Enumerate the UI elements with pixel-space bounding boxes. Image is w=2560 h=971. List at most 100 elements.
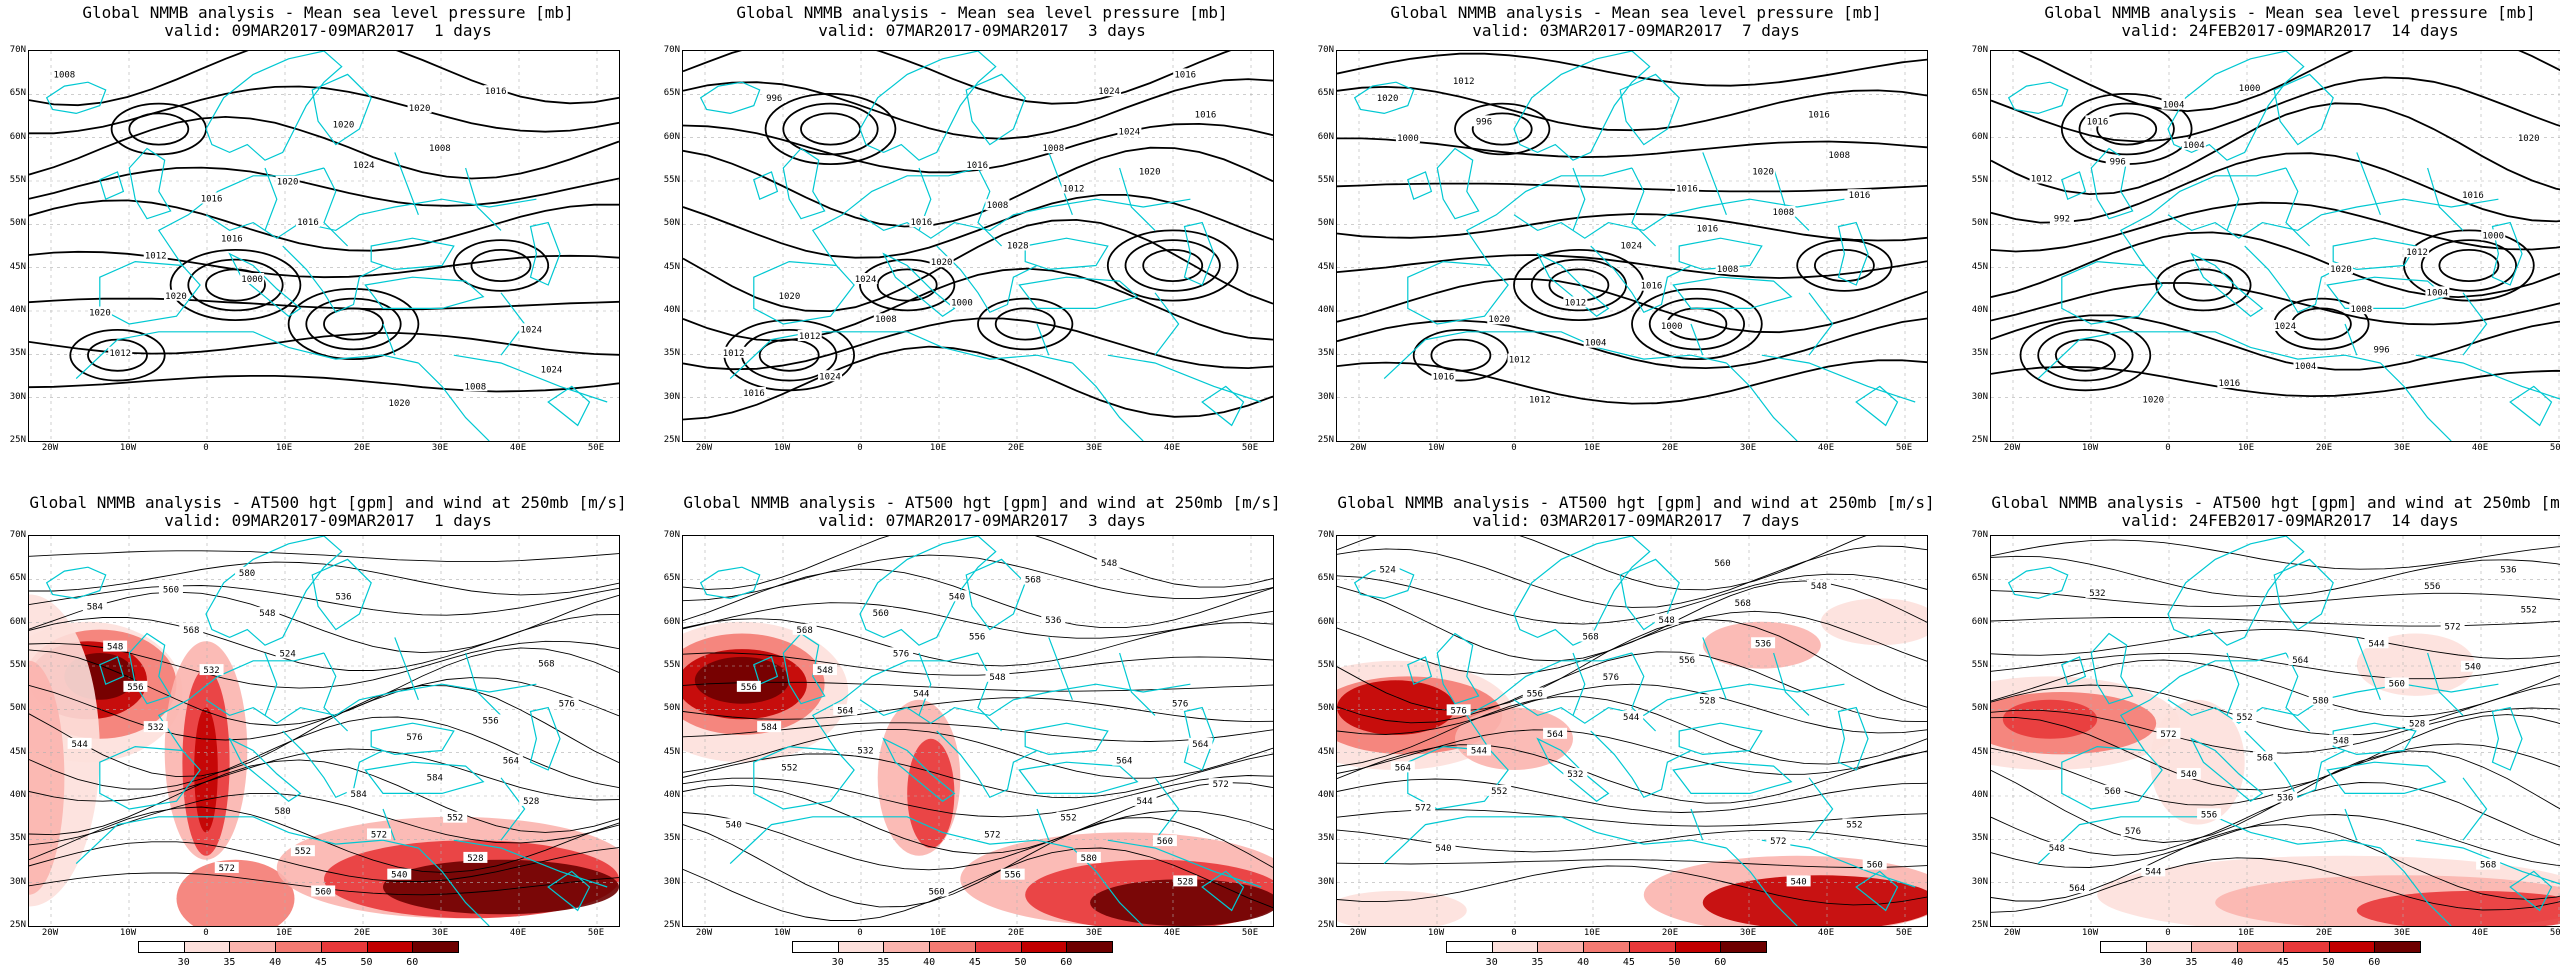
contour-label-bg <box>2460 189 2485 201</box>
contour-label: 544 <box>1136 797 1152 807</box>
contour-line <box>977 297 1074 351</box>
longitude-tick-label: 30E <box>431 443 449 453</box>
contour-label: 584 <box>351 790 367 800</box>
contour-line <box>1991 231 2560 299</box>
contour-label-bg <box>1005 239 1030 251</box>
colorbar-segment <box>1537 941 1585 953</box>
coastline <box>1572 167 1586 231</box>
colorbar-tick-label: 35 <box>877 957 890 968</box>
colorbar-tick-label: 60 <box>406 957 419 968</box>
coastline <box>811 652 979 751</box>
colorbar-tick-label: 35 <box>223 957 236 968</box>
contour-label-bg <box>2044 841 2069 853</box>
contour-label: 576 <box>893 649 909 659</box>
contour-label-bg <box>1208 778 1233 790</box>
latitude-tick-label: 45N <box>663 746 680 757</box>
coastline <box>128 147 172 220</box>
contour-label-bg <box>1097 85 1122 97</box>
latitude-tick-label: 40N <box>663 305 680 315</box>
contour-label-bg <box>2100 784 2125 796</box>
contour-label: 528 <box>2409 720 2425 730</box>
contour-line <box>1991 652 2560 680</box>
longitude-tick-label: 50E <box>1241 443 1259 453</box>
contour-label: 568 <box>538 659 554 669</box>
latitude-tick-label: 65N <box>9 573 26 584</box>
contour-line <box>1648 297 1745 351</box>
contour-label-bg <box>2237 81 2262 93</box>
contour-line <box>1991 76 2560 143</box>
contour-label-bg <box>1076 851 1101 863</box>
latitude-tick-label: 25N <box>1317 920 1334 930</box>
longitude-tick-label: 10E <box>2237 928 2255 938</box>
coastline <box>2509 870 2553 912</box>
contour-line <box>1813 248 1875 282</box>
contour-label-bg <box>108 346 133 358</box>
contour-label-bg <box>295 215 320 227</box>
panel-title: Global NMMB analysis - Mean sea level pr… <box>1390 3 1882 22</box>
panel-valid-range: valid: 07MAR2017-09MAR2017 3 days <box>818 511 1146 530</box>
latitude-tick-label: 50N <box>663 218 680 229</box>
contour-label: 532 <box>1567 770 1583 780</box>
contour-label-bg <box>1766 835 1791 847</box>
latitude-tick-label: 50N <box>1317 703 1334 714</box>
contour-label: 1016 <box>1808 111 1830 121</box>
contour-label: 564 <box>837 706 853 716</box>
colorbar-segment <box>2237 941 2284 953</box>
contour-line <box>1991 201 2560 253</box>
contour-label-bg <box>1390 761 1415 773</box>
contour-label: 1024 <box>1620 241 1642 251</box>
longitude-tick-label: 30E <box>1739 928 1757 938</box>
colorbar-tick-label: 35 <box>2185 957 2198 968</box>
contour-label-bg <box>1827 148 1852 160</box>
latitude-tick-label: 55N <box>9 175 26 185</box>
contour-line <box>683 218 1273 313</box>
contour-label: 1016 <box>485 87 507 97</box>
coastline <box>2167 683 2499 724</box>
contour-line <box>683 753 1273 799</box>
coastline <box>205 536 343 646</box>
contour-line <box>29 297 619 311</box>
contour-label-bg <box>164 289 189 301</box>
contour-line <box>683 652 1273 676</box>
contour-label: 556 <box>741 683 757 693</box>
coastline <box>2332 722 2417 756</box>
jet-shading <box>2356 890 2560 926</box>
latitude-tick-label: 70N <box>663 45 680 55</box>
contour-label: 528 <box>467 854 483 864</box>
coastline <box>1678 722 1763 756</box>
latitude-tick-label: 60N <box>663 616 680 627</box>
map-canvas: 524 528 532 536 528 532 540 544 548 552 556 560 564 5… <box>29 536 619 926</box>
contour-line <box>683 78 1273 140</box>
contour-line <box>287 287 420 360</box>
map-panel: Global NMMB analysis - AT500 hgt [gpm] a… <box>1972 490 2560 970</box>
contour-label: 528 <box>1177 877 1193 887</box>
contour-label: 544 <box>2368 639 2384 649</box>
latitude-tick-label: 50N <box>9 218 26 229</box>
contour-line <box>1471 112 1533 146</box>
contour-line <box>305 297 402 351</box>
coastline <box>977 167 1003 247</box>
coastline <box>1071 362 1144 441</box>
coastline <box>1773 167 1810 231</box>
coastline <box>453 354 608 403</box>
coastline <box>417 847 490 926</box>
contour-label: 1000 <box>241 275 263 285</box>
longitude-tick-label: 20E <box>1007 443 1025 453</box>
contour-label-bg <box>889 647 914 659</box>
colorbar-segment <box>1674 941 1722 953</box>
coastline <box>2332 237 2417 271</box>
contour-line <box>1991 814 2560 868</box>
contour-label: 1012 <box>1529 396 1551 406</box>
contour-label: 996 <box>2110 158 2126 168</box>
contour-label-bg <box>777 761 802 773</box>
latitude-tick-label: 50N <box>663 703 680 714</box>
latitude-tick-label: 65N <box>663 573 680 584</box>
contour-label: 1012 <box>799 332 821 342</box>
contour-label: 532 <box>203 666 219 676</box>
contour-line <box>764 93 897 165</box>
coastline <box>382 808 396 841</box>
contour-label-bg <box>1695 694 1720 706</box>
contour-label: 552 <box>295 847 311 857</box>
coastline <box>394 637 419 701</box>
coastline <box>1702 152 1727 216</box>
